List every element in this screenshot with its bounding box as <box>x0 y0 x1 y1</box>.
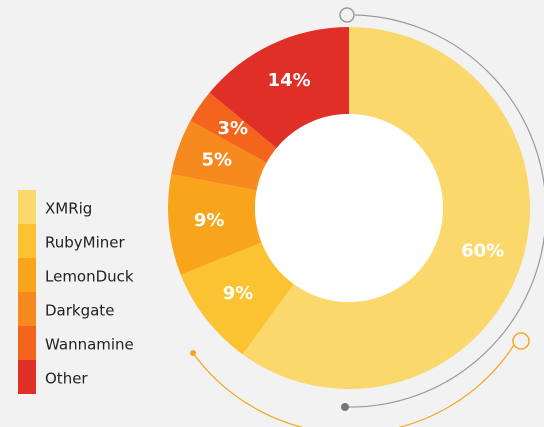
legend-label: LemonDuck <box>45 268 134 286</box>
legend-label: RubyMiner <box>45 234 125 252</box>
decor-dot <box>341 403 349 411</box>
decor-dot <box>190 350 196 356</box>
legend-swatch <box>18 360 36 394</box>
slice <box>242 27 530 389</box>
donut: 60% 9% 9% 5% 3% 14% <box>168 27 530 389</box>
legend-swatch <box>18 258 36 292</box>
legend-label: XMRig <box>45 200 92 218</box>
value-label: 60% <box>461 240 504 261</box>
decor-arc <box>192 344 515 427</box>
slice <box>171 120 267 191</box>
value-label: 3% <box>218 118 249 139</box>
legend-label: Darkgate <box>45 302 114 320</box>
decor-dot <box>512 332 530 350</box>
legend-swatch <box>18 292 36 326</box>
value-label: 5% <box>202 149 233 170</box>
value-label: 9% <box>223 283 254 304</box>
legend-swatch <box>18 190 36 224</box>
slice <box>209 27 349 149</box>
legend: XMRig RubyMiner LemonDuck Darkgate Wannamine… <box>18 190 134 394</box>
slice <box>180 242 294 355</box>
decor-dot <box>339 7 355 23</box>
legend-swatch <box>18 326 36 360</box>
legend-label: Other <box>45 370 88 388</box>
slice <box>168 174 262 275</box>
slice <box>190 92 277 163</box>
decor-arc <box>344 14 544 408</box>
value-label: 14% <box>268 70 311 91</box>
legend-label: Wannamine <box>45 336 134 354</box>
legend-swatch <box>18 224 36 258</box>
donut-hole <box>255 114 443 302</box>
value-label: 9% <box>194 210 225 231</box>
